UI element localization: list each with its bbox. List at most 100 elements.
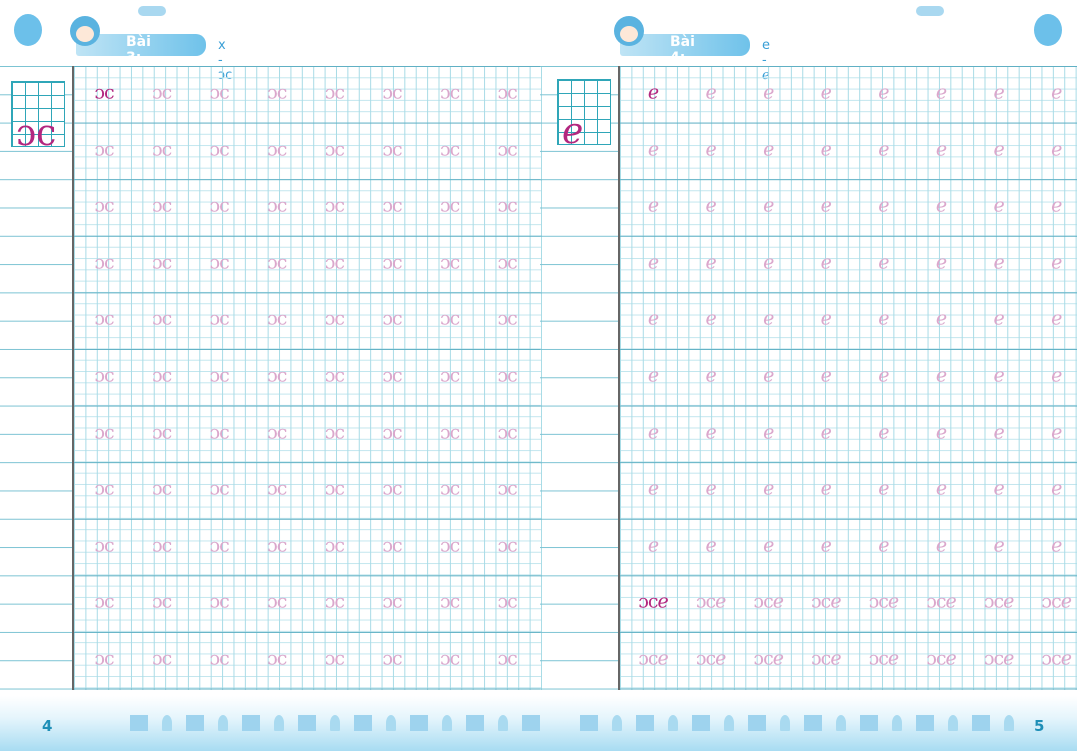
lesson-label: Bài 3:	[126, 34, 151, 66]
left-page: Bài 3: x - ɔc ɔc ɔc ɔc ɔc ɔc ɔc ɔc ɔc ɔc ɔc ɔc ɔc ɔ…	[0, 6, 564, 751]
trace-letter: ℯ	[647, 421, 659, 444]
model-letter: ℯ	[562, 111, 584, 152]
trace-letter: ɔc	[439, 194, 460, 217]
practice-grid: ɔc ɔc ɔc ɔc ɔc ɔc ɔc ɔc ɔc ɔc ɔc ɔc ɔc ɔc ɔc ɔc ɔc ɔc ɔc ɔc…	[72, 66, 542, 690]
trace-letter: ℯ	[1051, 251, 1062, 274]
lesson-banner	[76, 34, 206, 56]
trace-letter: ɔc	[497, 138, 518, 161]
trace-letter: ℯ	[878, 194, 889, 217]
trace-letter: ℯ	[935, 421, 947, 444]
trace-letter: ɔc	[209, 251, 230, 274]
trace-letter: ℯ	[647, 534, 659, 557]
trace-letter: ɔc	[209, 364, 230, 387]
trace-letter: ɔc	[94, 590, 114, 613]
trace-letter: ɔc	[382, 477, 402, 500]
tree-icon	[892, 715, 902, 731]
trace-letter: ɔc	[382, 364, 402, 387]
trace-letter: ɔc	[267, 590, 287, 613]
trace-letter: ℯ	[1051, 364, 1062, 387]
trace-letter: ɔc	[151, 81, 172, 104]
trace-letter: ɔc	[324, 251, 345, 274]
trace-letter: ℯ	[820, 194, 832, 217]
trace-letter: ℯ	[647, 194, 659, 217]
building-icon	[186, 715, 204, 731]
trace-letter: ɔc	[267, 364, 287, 387]
building-icon	[916, 715, 934, 731]
trace-letter: ɔc	[267, 534, 287, 557]
tree-icon	[162, 715, 172, 731]
trace-letter: ℯ	[935, 477, 947, 500]
trace-letter: ɔc	[324, 364, 345, 387]
trace-letter: ɔc	[497, 421, 518, 444]
trace-letter: ɔcℯ	[638, 647, 669, 670]
trace-letter: ɔc	[209, 307, 230, 330]
trace-letter: ℯ	[705, 307, 716, 330]
tree-icon	[836, 715, 846, 731]
trace-letter: ℯ	[763, 194, 774, 217]
trace-letter: ℯ	[763, 81, 774, 104]
trace-letter: ɔc	[439, 477, 460, 500]
trace-letter: ɔc	[151, 251, 172, 274]
building-icon	[130, 715, 148, 731]
trace-letter: ℯ	[647, 138, 659, 161]
trace-letter: ℯ	[820, 421, 832, 444]
trace-letter: ℯ	[705, 477, 716, 500]
model-letter: ɔc	[16, 113, 57, 154]
trace-letter: ɔc	[151, 138, 172, 161]
trace-letter: ℯ	[705, 194, 716, 217]
sample-letter: ɔcℯ	[638, 590, 669, 613]
trace-letter: ℯ	[993, 307, 1004, 330]
trace-letter: ɔc	[382, 534, 402, 557]
building-icon	[860, 715, 878, 731]
building-icon	[580, 715, 598, 731]
footer-town-illustration	[0, 696, 564, 751]
trace-letter: ℯ	[878, 81, 889, 104]
trace-letter: ℯ	[878, 364, 889, 387]
trace-letter: ɔcℯ	[868, 590, 900, 613]
trace-letter: ɔc	[439, 138, 460, 161]
trace-letter: ɔcℯ	[983, 590, 1015, 613]
trace-letter: ℯ	[935, 251, 947, 274]
trace-letter: ɔc	[151, 477, 172, 500]
trace-letter: ℯ	[705, 364, 716, 387]
building-icon	[972, 715, 990, 731]
trace-letter: ℯ	[935, 307, 947, 330]
trace-letter: ℯ	[763, 251, 774, 274]
trace-letter: ɔc	[497, 477, 518, 500]
trace-letter: ɔc	[94, 477, 114, 500]
trace-letter: ℯ	[763, 477, 774, 500]
trace-letter: ɔc	[209, 421, 230, 444]
trace-letter: ɔc	[324, 647, 345, 670]
trace-letter: ɔc	[151, 364, 172, 387]
trace-letter: ℯ	[993, 534, 1004, 557]
trace-letter: ɔc	[94, 421, 114, 444]
hot-air-balloon-icon	[1034, 14, 1062, 46]
trace-letter: ɔc	[209, 534, 230, 557]
trace-letter: ɔc	[382, 251, 402, 274]
trace-letter: ℯ	[993, 194, 1004, 217]
trace-letter: ɔc	[94, 307, 114, 330]
building-icon	[804, 715, 822, 731]
trace-letter: ɔcℯ	[868, 647, 900, 670]
trace-letter: ℯ	[1051, 477, 1062, 500]
trace-letter: ɔc	[382, 138, 402, 161]
tree-icon	[386, 715, 396, 731]
trace-letter: ℯ	[1051, 194, 1062, 217]
trace-letter: ℯ	[763, 534, 774, 557]
trace-letter: ɔc	[209, 81, 230, 104]
tree-icon	[330, 715, 340, 731]
trace-letter: ℯ	[935, 534, 947, 557]
trace-letter: ɔc	[439, 647, 460, 670]
trace-letter: ɔc	[497, 534, 518, 557]
trace-letter: ℯ	[820, 307, 832, 330]
trace-letter: ɔc	[382, 590, 402, 613]
trace-letter: ɔc	[267, 477, 287, 500]
trace-letter: ℯ	[820, 477, 832, 500]
trace-letter: ℯ	[820, 534, 832, 557]
tree-icon	[612, 715, 622, 731]
lesson-banner	[620, 34, 750, 56]
trace-letter: ɔc	[267, 647, 287, 670]
trace-letter: ℯ	[763, 307, 774, 330]
tree-icon	[780, 715, 790, 731]
